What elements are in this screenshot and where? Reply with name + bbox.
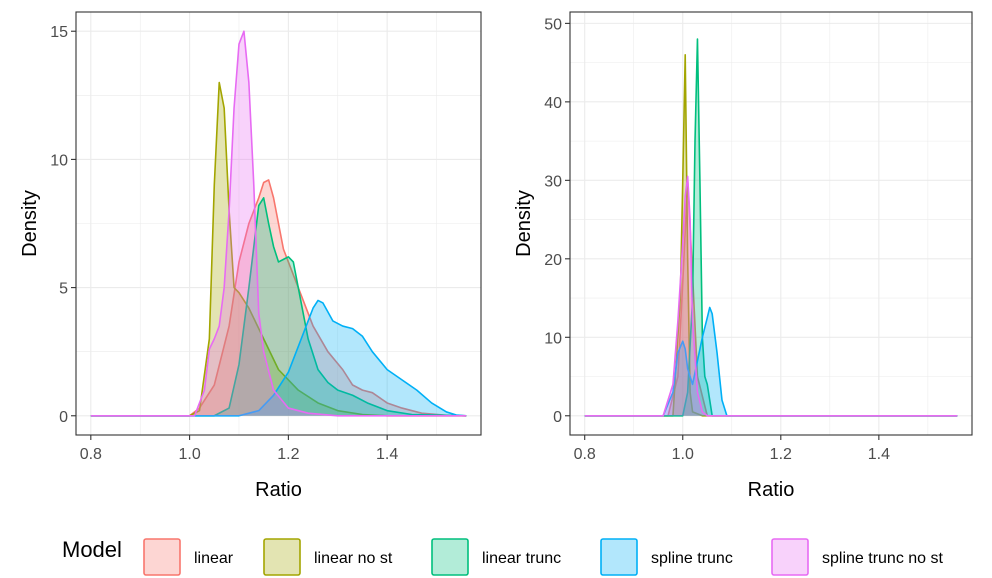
density-line-linear-trunc — [584, 38, 958, 417]
density-series-spline-trunc-no-st — [584, 175, 958, 417]
y-axis-label: Density — [513, 190, 535, 257]
legend-label: spline trunc no st — [822, 550, 944, 567]
density-line-spline-trunc-no-st — [90, 30, 467, 417]
density-line-spline-trunc-no-st — [584, 175, 958, 417]
right-density-panel: 0.8 1.0 1.2 1.4 0 10 20 30 40 50 Ratio Density — [513, 11, 973, 501]
y-tick-label: 0 — [553, 409, 562, 426]
density-series-spline-trunc-no-st — [90, 30, 467, 417]
y-tick-label: 50 — [544, 16, 562, 33]
legend-item-linear-trunc: linear trunc — [431, 538, 561, 576]
left-density-panel: 0.8 1.0 1.2 1.4 0 5 10 15 Ratio Density — [19, 11, 482, 501]
legend-key — [263, 538, 301, 576]
x-tick-label: 0.8 — [80, 446, 102, 463]
legend-key — [600, 538, 638, 576]
legend-label: linear no st — [314, 550, 393, 567]
density-series-linear-trunc — [584, 38, 958, 417]
legend-item-spline-trunc: spline trunc — [600, 538, 733, 576]
y-tick-label: 15 — [50, 24, 68, 41]
x-axis-label: Ratio — [255, 479, 302, 501]
legend-title: Model — [62, 537, 122, 562]
density-area-spline-trunc — [584, 307, 958, 416]
density-line-spline-trunc — [90, 299, 467, 417]
panel-border — [569, 11, 973, 436]
legend-label: spline trunc — [651, 550, 733, 567]
y-tick-label: 40 — [544, 95, 562, 112]
density-series-spline-trunc — [90, 299, 467, 417]
density-line-spline-trunc — [584, 306, 958, 417]
legend-key — [771, 538, 809, 576]
x-tick-label: 1.4 — [868, 446, 890, 463]
legend-label: linear — [194, 550, 234, 567]
legend-item-linear: linear — [143, 538, 234, 576]
density-series-linear-no-st — [584, 53, 958, 417]
density-series-linear — [90, 179, 467, 417]
density-area-spline-trunc — [90, 300, 467, 416]
x-tick-label: 0.8 — [574, 446, 596, 463]
legend-key — [431, 538, 469, 576]
density-series-linear-trunc — [90, 197, 467, 417]
grid — [570, 12, 972, 435]
y-tick-label: 10 — [544, 330, 562, 347]
density-area-spline-trunc-no-st — [584, 176, 958, 416]
legend: Model linear linear no st linear trunc spli… — [62, 537, 944, 576]
density-series-linear-no-st — [90, 81, 467, 417]
density-line-linear-no-st — [90, 81, 467, 417]
x-tick-label: 1.2 — [770, 446, 792, 463]
legend-label: linear trunc — [482, 550, 561, 567]
y-tick-label: 20 — [544, 252, 562, 269]
y-tick-label: 30 — [544, 173, 562, 190]
legend-item-spline-trunc-no-st: spline trunc no st — [771, 538, 944, 576]
y-tick-label: 5 — [59, 281, 68, 298]
x-tick-label: 1.0 — [672, 446, 694, 463]
y-axis-label: Density — [19, 190, 41, 257]
density-line-linear-no-st — [584, 53, 958, 417]
x-tick-label: 1.4 — [376, 446, 398, 463]
legend-items: linear linear no st linear trunc spline tru… — [143, 538, 944, 576]
legend-item-linear-no-st: linear no st — [263, 538, 393, 576]
density-area-linear-no-st — [584, 54, 958, 416]
y-tick-label: 0 — [59, 409, 68, 426]
legend-key — [143, 538, 181, 576]
panel-border — [75, 11, 482, 436]
x-axis-label: Ratio — [748, 479, 795, 501]
density-line-linear — [90, 179, 467, 417]
y-tick-label: 10 — [50, 152, 68, 169]
grid — [76, 12, 481, 435]
density-line-linear-trunc — [90, 197, 467, 417]
density-series-spline-trunc — [584, 306, 958, 417]
density-area-linear-trunc — [584, 39, 958, 416]
x-tick-label: 1.0 — [178, 446, 200, 463]
density-area-linear — [90, 179, 467, 416]
density-area-linear-trunc — [90, 197, 467, 416]
x-tick-label: 1.2 — [277, 446, 299, 463]
